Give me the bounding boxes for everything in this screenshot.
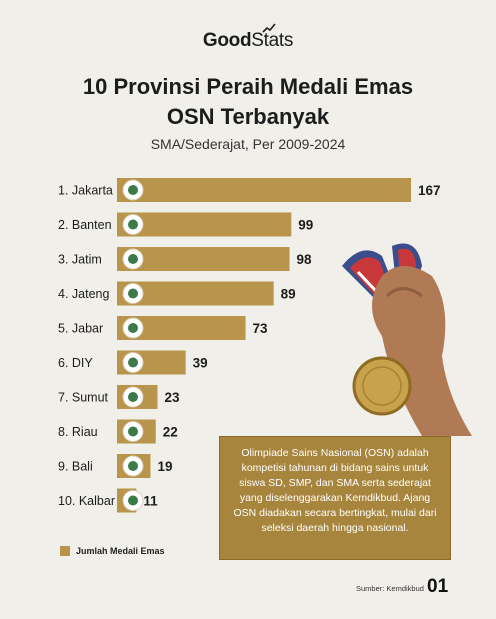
- province-emblem-icon: [128, 254, 138, 264]
- chart-title: 10 Provinsi Peraih Medali Emas OSN Terba…: [82, 74, 414, 129]
- data-label: 73: [253, 321, 269, 336]
- data-label: 19: [157, 459, 172, 474]
- goodstats-logo: GoodStats: [0, 23, 496, 52]
- category-label: 3. Jatim: [58, 253, 102, 267]
- category-label: 6. DIY: [58, 356, 93, 370]
- province-emblem-icon: [128, 426, 138, 437]
- category-label: 2. Banten: [58, 218, 112, 232]
- province-emblem-icon: [128, 288, 138, 299]
- legend: Jumlah Medali Emas: [60, 546, 165, 556]
- province-emblem-icon: [128, 495, 138, 506]
- source-note: Sumber: Kemdikbud: [356, 584, 424, 593]
- province-emblem-icon: [128, 219, 138, 230]
- data-label: 22: [163, 425, 178, 440]
- data-label: 23: [164, 390, 180, 405]
- logo-chart-icon: [262, 23, 276, 33]
- page-number: 01: [427, 576, 449, 597]
- province-emblem-icon: [128, 185, 138, 195]
- data-label: 11: [143, 494, 158, 509]
- data-label: 39: [193, 356, 208, 371]
- province-emblem-icon: [128, 357, 138, 368]
- category-label: 9. Bali: [58, 460, 93, 474]
- category-label: 8. Riau: [58, 425, 98, 439]
- logo-stats: Stats: [251, 30, 294, 51]
- category-label: 5. Jabar: [58, 322, 103, 336]
- category-label: 10. Kalbar: [58, 494, 115, 508]
- legend-swatch: [60, 546, 70, 556]
- logo-good: Good: [202, 30, 252, 51]
- data-label: 167: [418, 183, 441, 198]
- legend-label: Jumlah Medali Emas: [76, 546, 165, 556]
- data-label: 89: [281, 287, 296, 302]
- medal-photo: [342, 243, 472, 436]
- category-label: 7. Sumut: [58, 391, 109, 405]
- description-box: Olimpiade Sains Nasional (OSN) adalah ko…: [219, 436, 451, 560]
- category-label: 1. Jakarta: [58, 184, 113, 198]
- province-emblem-icon: [128, 392, 138, 402]
- bar: [117, 212, 292, 237]
- chart-subtitle: SMA/Sederajat, Per 2009-2024: [150, 136, 346, 152]
- bar: [117, 178, 411, 202]
- province-emblem-icon: [128, 323, 138, 333]
- bar: [117, 247, 290, 271]
- data-label: 98: [297, 252, 313, 267]
- data-label: 99: [298, 218, 313, 233]
- category-label: 4. Jateng: [58, 287, 109, 301]
- province-emblem-icon: [128, 461, 138, 471]
